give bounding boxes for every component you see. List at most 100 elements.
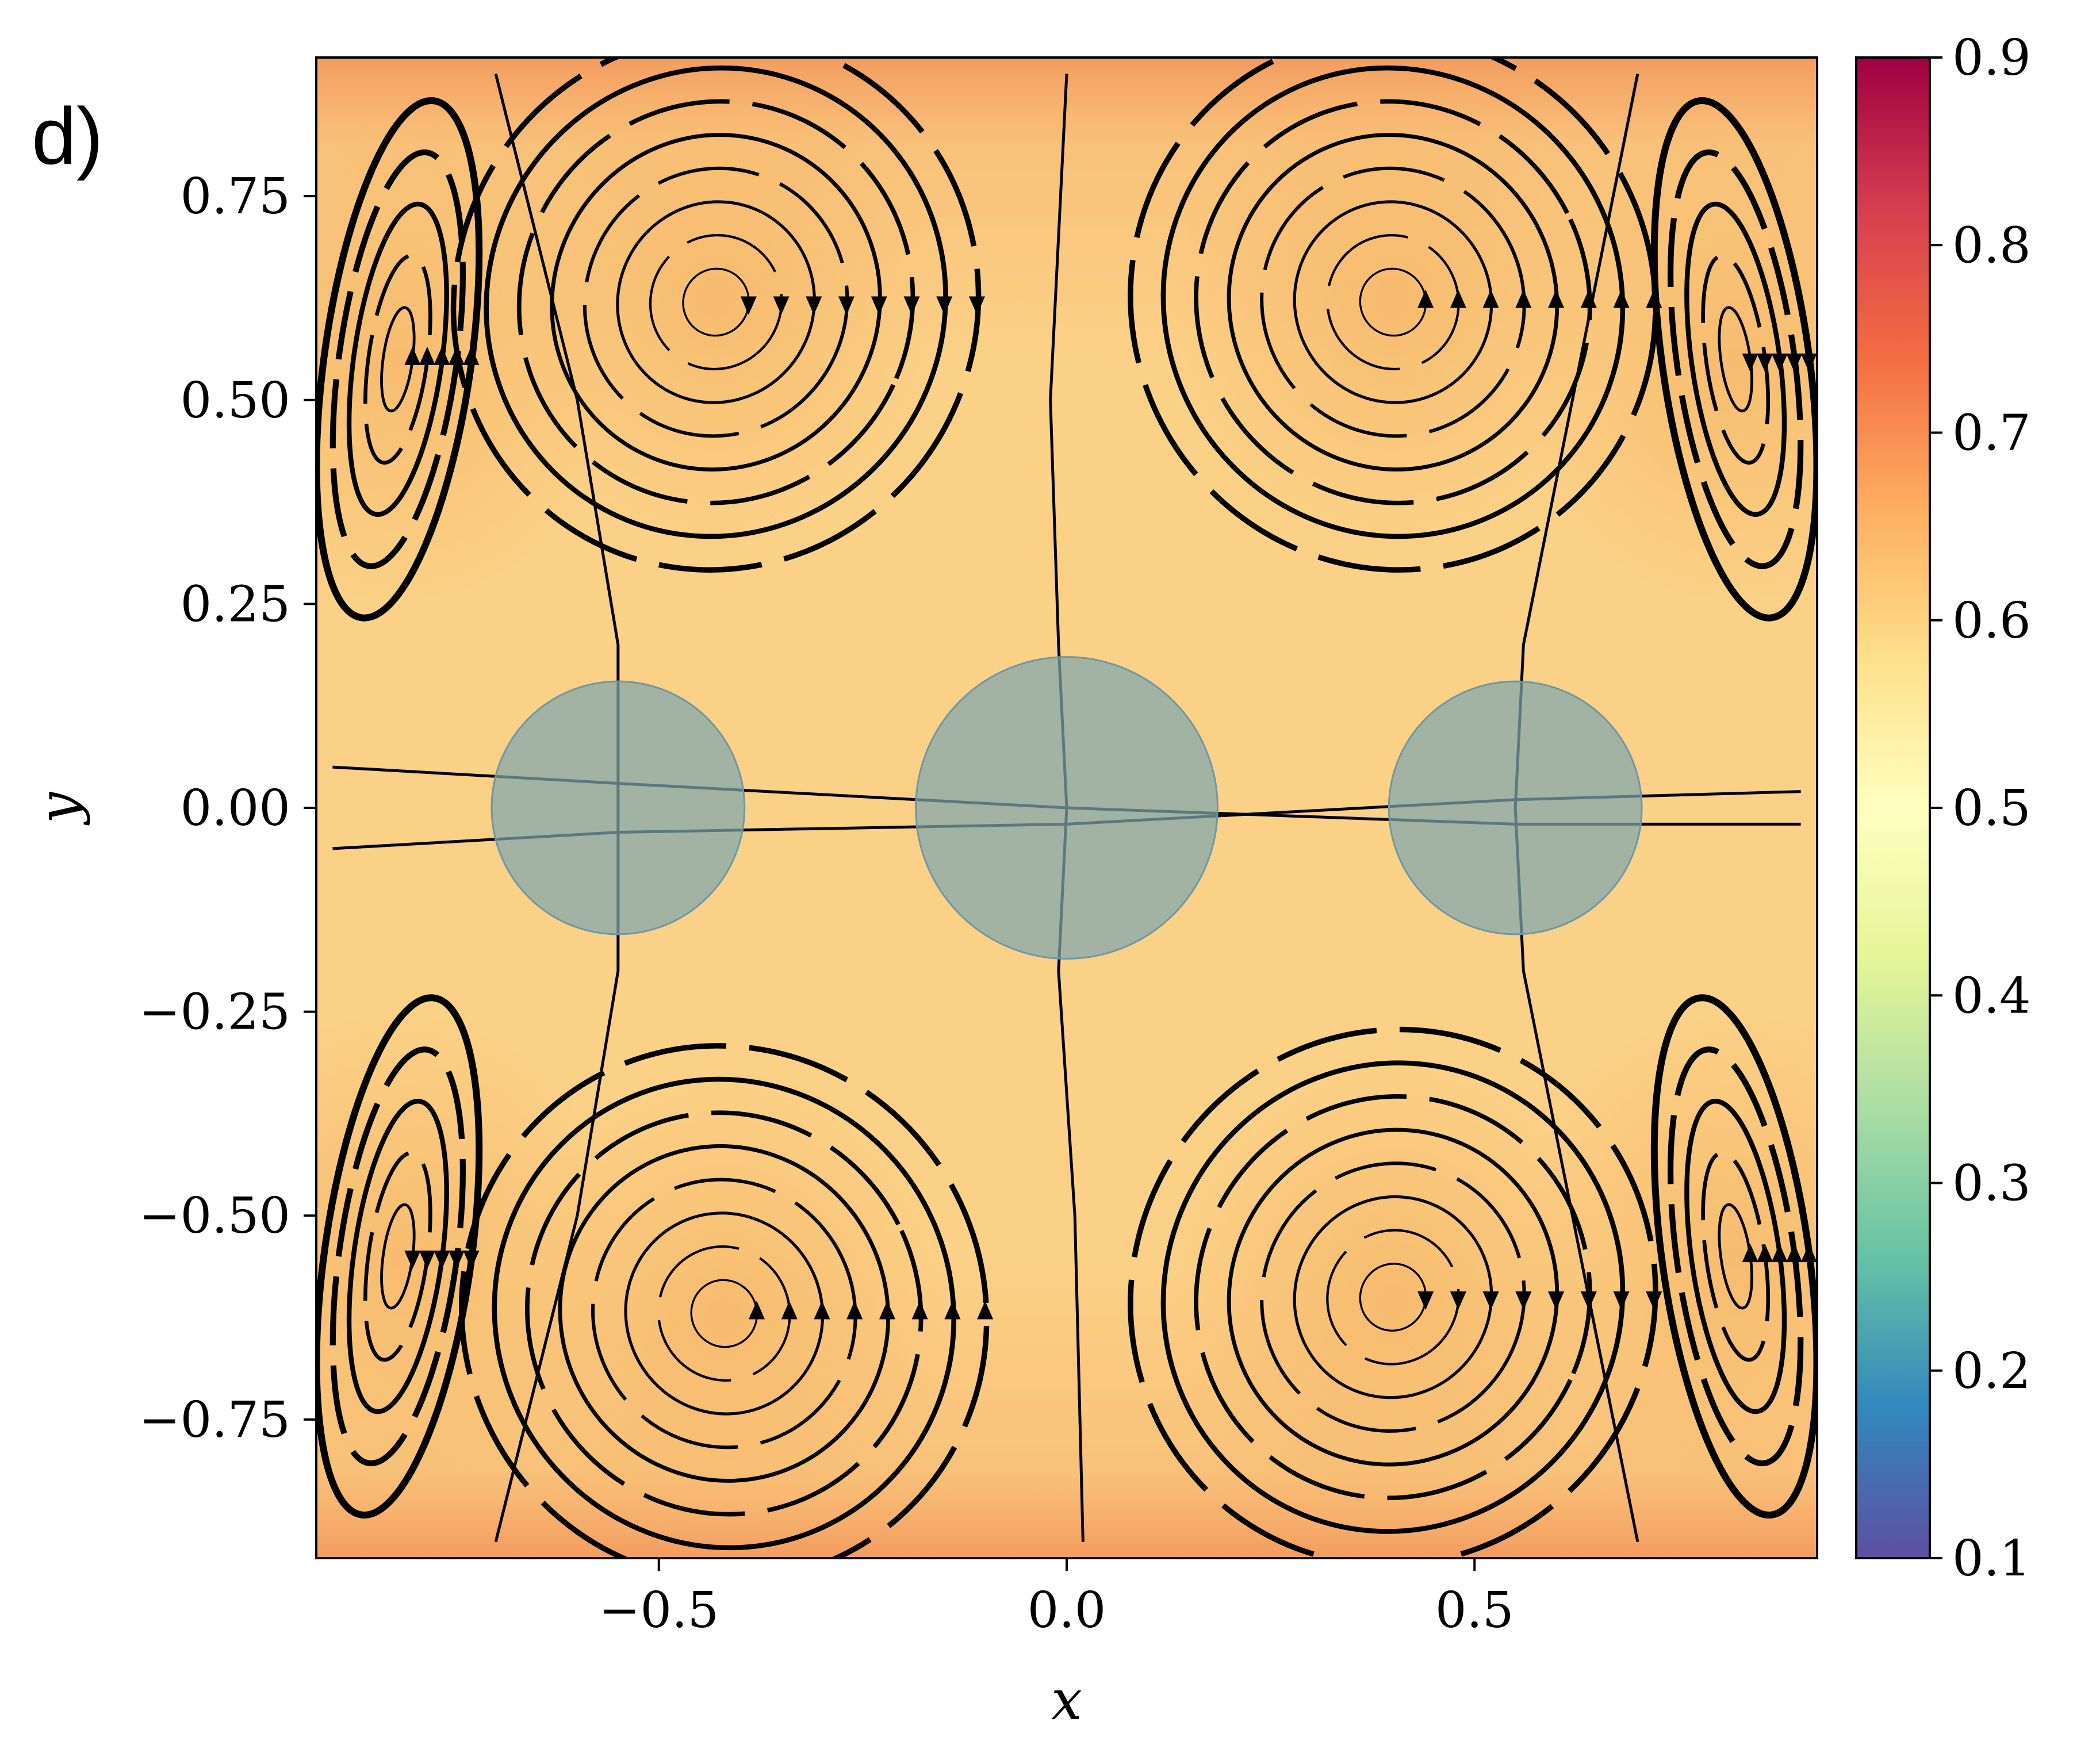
y-tick-label: 0.50	[181, 372, 290, 430]
streamline-arrow	[1450, 289, 1466, 308]
colorbar-tick-label: 0.2	[1952, 1343, 2031, 1400]
streamline-loop	[657, 1245, 791, 1382]
streamline-loop	[1293, 200, 1493, 404]
streamline-arrow	[806, 296, 822, 315]
streamline-loop	[1160, 65, 1626, 539]
streamline-arrow	[911, 1301, 928, 1320]
obstacle-circle	[491, 680, 746, 935]
obstacle-circle	[915, 656, 1218, 960]
colorbar-tick-label: 0.9	[1952, 29, 2031, 87]
streamline-loop	[1326, 234, 1460, 371]
streamline-arrow	[1515, 1291, 1532, 1310]
streamline-loop	[346, 201, 449, 517]
streamline-loop	[525, 1110, 924, 1517]
streamline-loop	[1293, 1195, 1493, 1399]
streamline-arrow	[1613, 289, 1630, 308]
streamline-arrow	[1771, 353, 1788, 372]
colorbar-gradient	[1855, 56, 1931, 1559]
streamline-arrow	[814, 1301, 830, 1320]
streamline-loop	[1227, 1128, 1559, 1467]
streamline-arrow	[936, 296, 953, 315]
streamline-loop	[1684, 201, 1787, 517]
streamline-loop	[484, 65, 948, 539]
x-tick-label: 0.0	[1028, 1582, 1106, 1639]
y-axis-label: y	[26, 791, 91, 826]
streamline-arrow	[1548, 1291, 1565, 1310]
streamline-arrow	[1757, 353, 1773, 372]
obstacle-circle	[1388, 680, 1643, 935]
streamline-arrow	[838, 296, 855, 315]
streamline-loop	[1359, 1263, 1427, 1332]
streamline-arrow	[871, 296, 887, 315]
streamline-arrow	[1786, 1244, 1803, 1263]
streamline-arrow	[1742, 1244, 1758, 1263]
colorbar-tick-label: 0.5	[1952, 780, 2031, 837]
streamline-arrow	[419, 1251, 435, 1270]
streamline-loop	[492, 1076, 956, 1551]
y-axis-ticks: 0.75 0.50 0.25 0.00 −0.25 −0.50 −0.75	[139, 168, 316, 1449]
streamline-loop	[1359, 267, 1427, 337]
streamline-arrow	[846, 1301, 863, 1320]
streamline-loop	[516, 99, 915, 505]
x-axis-label: x	[1051, 1668, 1082, 1732]
streamline-arrow	[448, 1251, 465, 1270]
streamline-arrow	[968, 296, 985, 315]
streamline-loop	[1260, 1161, 1526, 1433]
colorbar-tick-label: 0.7	[1952, 405, 2031, 462]
streamline-arrow	[1482, 289, 1499, 308]
streamline-arrow	[1800, 353, 1817, 372]
streamline-arrow	[1548, 289, 1565, 308]
streamline-loop	[1667, 149, 1804, 569]
streamline-arrow	[463, 346, 480, 365]
streamline-arrow	[1800, 1244, 1817, 1263]
y-tick-label: 0.75	[181, 168, 290, 225]
streamline-arrow	[781, 1301, 798, 1320]
streamline-loop	[1194, 1094, 1592, 1501]
streamline-arrow	[944, 1301, 961, 1320]
plot-area	[316, 57, 1817, 1558]
y-tick-label: −0.50	[139, 1187, 290, 1245]
streamline-loop	[1128, 1026, 1658, 1558]
streamline-loop	[329, 149, 466, 569]
streamline-loop	[1160, 1060, 1626, 1534]
streamline-loop	[1326, 1229, 1460, 1366]
colorbar-tick-label: 0.1	[1952, 1530, 2031, 1587]
colorbar-tick-label: 0.6	[1952, 592, 2031, 650]
colorbar-tick-label: 0.3	[1952, 1155, 2031, 1213]
streamline-arrow	[977, 1301, 994, 1320]
x-tick-label: 0.5	[1435, 1582, 1514, 1639]
streamline-arrow	[773, 296, 790, 315]
streamline-loop	[1227, 133, 1559, 471]
streamline-loop	[558, 1144, 890, 1483]
streamline-loop	[649, 234, 783, 371]
panel-label: d)	[32, 91, 103, 181]
streamline-loop	[690, 1279, 758, 1348]
streamline-loop	[1260, 166, 1526, 438]
streamline-arrow	[1450, 1291, 1466, 1310]
streamline-arrow	[1771, 1244, 1788, 1263]
streamline-arrow	[1417, 289, 1434, 308]
streamline-arrow	[434, 1251, 450, 1270]
streamline-loop	[616, 200, 816, 404]
streamline-loop	[1128, 57, 1658, 573]
streamline-arrow	[879, 1301, 895, 1320]
colorbar-ticks: 0.1 0.2 0.3 0.4 0.5 0.6 0.7 0.8 0.9	[1930, 29, 2031, 1587]
y-tick-label: −0.25	[139, 984, 290, 1041]
streamline-loop	[316, 97, 483, 622]
streamline-arrow	[404, 346, 421, 365]
y-tick-label: −0.75	[139, 1391, 290, 1449]
colorbar: 0.1 0.2 0.3 0.4 0.5 0.6 0.7 0.8 0.9	[1855, 29, 2031, 1587]
streamline-arrow	[1757, 1244, 1773, 1263]
streamline-arrow	[1417, 1291, 1434, 1310]
streamline-arrow	[463, 1251, 480, 1270]
streamline-loop	[1194, 99, 1592, 505]
streamline-arrow	[1482, 1291, 1499, 1310]
streamline-arrow	[448, 346, 465, 365]
x-axis-ticks: −0.5 0.0 0.5	[599, 1558, 1514, 1639]
streamline-loop	[591, 1178, 857, 1449]
streamline-arrow	[434, 346, 450, 365]
streamline-arrow	[1515, 289, 1532, 308]
streamline-arrow	[419, 346, 435, 365]
streamline-arrow	[740, 296, 757, 315]
